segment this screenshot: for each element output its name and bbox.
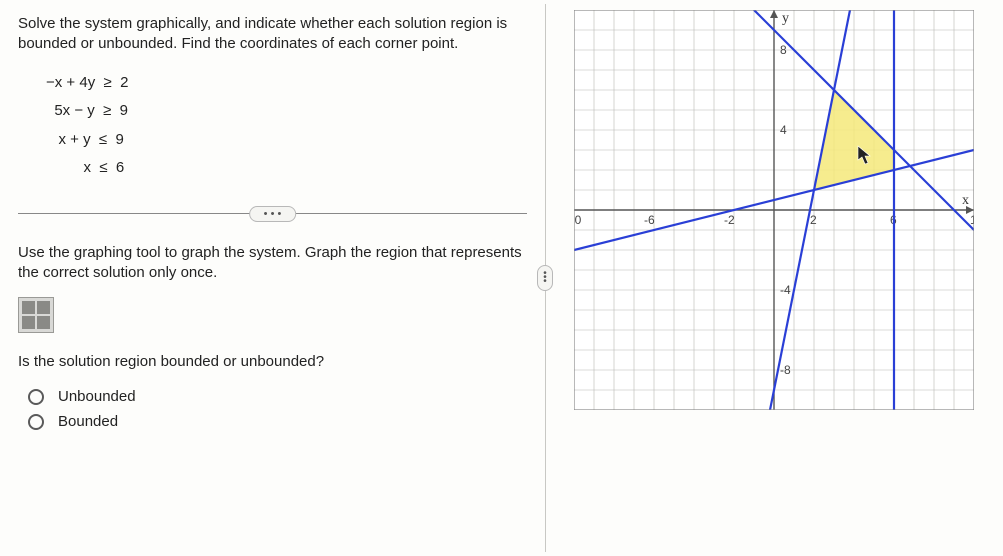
inequality-3: x + y ≤ 9 — [46, 126, 527, 155]
inequality-4: x ≤ 6 — [46, 154, 527, 183]
problem-statement: Solve the system graphically, and indica… — [18, 14, 527, 55]
graphing-tool-icon[interactable] — [18, 297, 54, 333]
graphing-instruction: Use the graphing tool to graph the syste… — [18, 243, 527, 284]
radio-icon — [28, 389, 44, 405]
svg-text:y: y — [782, 11, 789, 26]
svg-text:-4: -4 — [780, 283, 791, 297]
right-panel: yx-10-6-22610-8-448 — [546, 0, 1003, 556]
coordinate-graph[interactable]: yx-10-6-22610-8-448 — [574, 10, 974, 410]
option-label: Unbounded — [58, 388, 136, 405]
bounded-question: Is the solution region bounded or unboun… — [18, 353, 527, 370]
svg-text:2: 2 — [810, 213, 817, 227]
option-bounded[interactable]: Bounded — [28, 413, 527, 430]
svg-text:x: x — [962, 193, 969, 208]
svg-text:-2: -2 — [724, 213, 735, 227]
left-panel: Solve the system graphically, and indica… — [0, 0, 545, 556]
svg-text:8: 8 — [780, 43, 787, 57]
radio-icon — [28, 414, 44, 430]
section-divider: • • • — [18, 201, 527, 227]
inequality-1: −x + 4y ≥ 2 — [46, 69, 527, 98]
svg-text:-10: -10 — [574, 213, 582, 227]
svg-text:-6: -6 — [644, 213, 655, 227]
expand-pill[interactable]: • • • — [249, 206, 297, 222]
inequality-system: −x + 4y ≥ 2 5x − y ≥ 9 x + y ≤ 9 x ≤ 6 — [46, 69, 527, 183]
option-label: Bounded — [58, 413, 118, 430]
svg-text:4: 4 — [780, 123, 787, 137]
option-unbounded[interactable]: Unbounded — [28, 388, 527, 405]
inequality-2: 5x − y ≥ 9 — [46, 97, 527, 126]
svg-text:-8: -8 — [780, 363, 791, 377]
